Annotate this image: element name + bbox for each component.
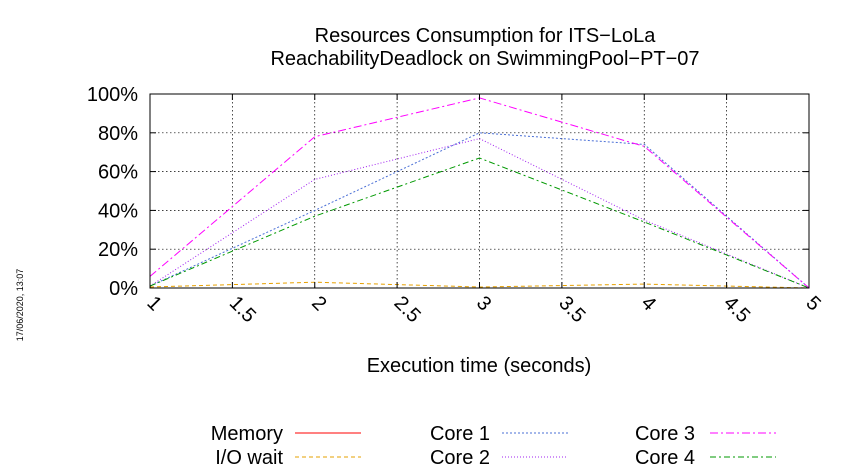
- y-tick-label: 80%: [98, 123, 138, 145]
- x-tick-label: 5: [801, 292, 824, 315]
- chart-title-line-1: Resources Consumption for ITS−LoLa: [315, 25, 657, 47]
- chart-title-line-2: ReachabilityDeadlock on SwimmingPool−PT−…: [270, 48, 699, 70]
- x-tick-label: 2: [307, 292, 330, 315]
- legend-label: Memory: [211, 423, 283, 445]
- x-axis-label: Execution time (seconds): [367, 355, 592, 377]
- x-tick-label: 3: [472, 292, 495, 315]
- y-tick-label: 20%: [98, 239, 138, 261]
- series-line-core-2: [149, 138, 810, 289]
- legend-label: Core 3: [635, 423, 695, 445]
- legend-label: Core 2: [430, 447, 490, 469]
- x-tick-label: 4: [637, 292, 660, 315]
- legend-label: Core 4: [635, 447, 695, 469]
- grid-lines: [150, 94, 809, 288]
- x-tick-label: 1.5: [225, 292, 260, 327]
- x-tick-label: 2.5: [390, 292, 425, 327]
- y-tick-label: 0%: [109, 278, 138, 300]
- y-tick-label: 60%: [98, 162, 138, 184]
- series-line-core-4: [149, 157, 810, 289]
- y-tick-label: 40%: [98, 200, 138, 222]
- date-stamp: 17/06/2020, 13:07: [15, 269, 25, 342]
- series-line-core-1: [149, 132, 810, 289]
- legend-label: Core 1: [430, 423, 490, 445]
- x-tick-label: 4.5: [719, 292, 754, 327]
- y-axis-ticks: 0% 20% 40% 60% 80% 100%: [87, 84, 809, 300]
- x-tick-label: 1: [142, 292, 165, 315]
- legend-label: I/O wait: [215, 447, 283, 469]
- x-tick-label: 3.5: [554, 292, 589, 327]
- y-tick-label: 100%: [87, 84, 138, 106]
